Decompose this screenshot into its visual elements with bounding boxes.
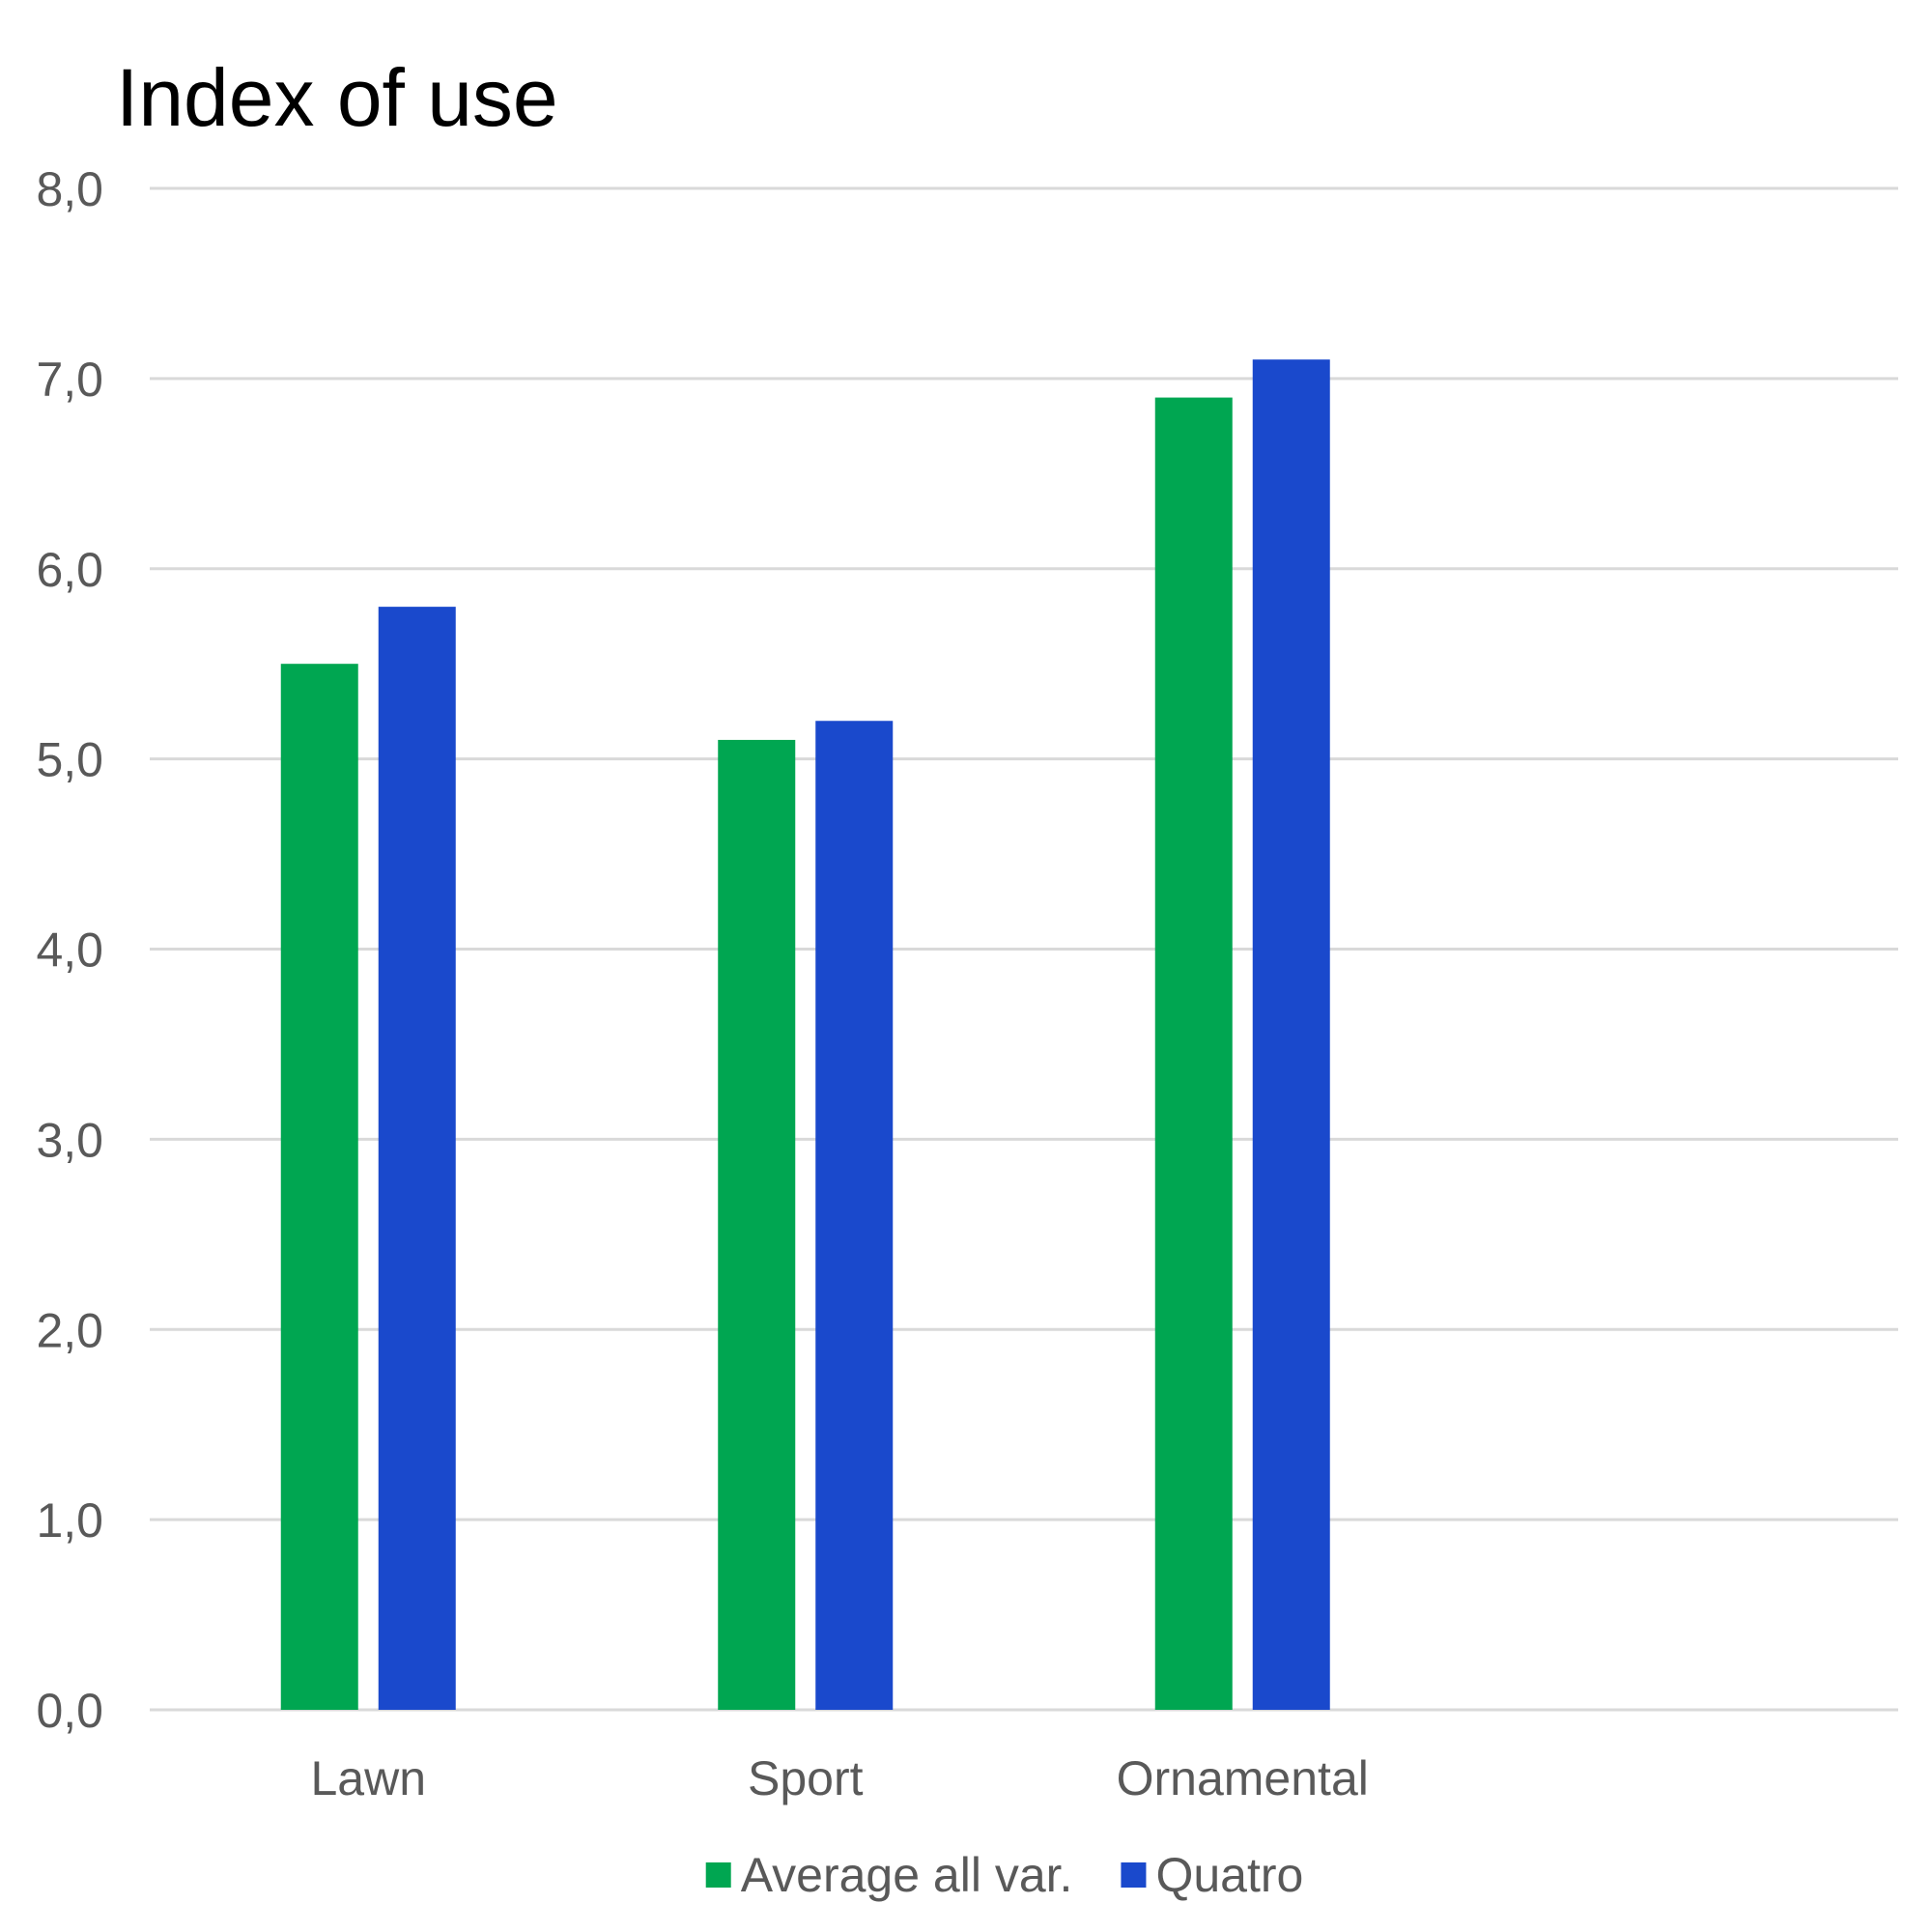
y-tick-label: 4,0: [36, 923, 103, 978]
y-tick-label: 7,0: [36, 353, 103, 407]
y-tick-label: 1,0: [36, 1493, 103, 1548]
y-tick-label: 0,0: [36, 1684, 103, 1738]
legend-label: Quatro: [1155, 1848, 1303, 1902]
legend-swatch: [1121, 1862, 1147, 1888]
y-tick-label: 2,0: [36, 1303, 103, 1357]
y-tick-label: 6,0: [36, 543, 103, 597]
y-axis-tick-labels: 0,0 1,0 2,0 3,0 4,0 5,0 6,0 7,0 8,0: [36, 162, 103, 1738]
bar: [1252, 359, 1330, 1710]
bar: [718, 739, 796, 1710]
y-tick-label: 3,0: [36, 1113, 103, 1167]
legend: Average all var. Quatro: [705, 1848, 1303, 1902]
y-tick-label: 5,0: [36, 733, 103, 787]
legend-label: Average all var.: [741, 1848, 1073, 1902]
x-category-label: Lawn: [310, 1751, 426, 1805]
chart-title: Index of use: [116, 52, 558, 143]
x-category-label: Sport: [748, 1751, 864, 1805]
bars: [280, 359, 1330, 1710]
x-category-label: Ornamental: [1117, 1751, 1369, 1805]
x-axis-category-labels: Lawn Sport Ornamental: [310, 1751, 1368, 1805]
bar: [280, 664, 358, 1710]
bar: [815, 721, 894, 1710]
bar: [378, 607, 456, 1710]
legend-swatch: [705, 1862, 731, 1888]
y-tick-label: 8,0: [36, 162, 103, 216]
bar: [1154, 397, 1233, 1710]
